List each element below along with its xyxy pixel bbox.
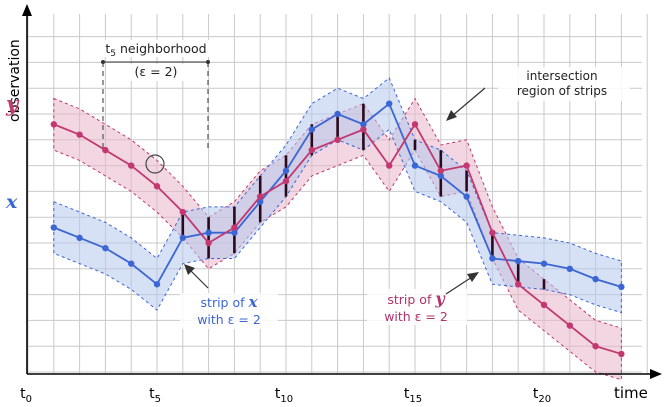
point-x bbox=[540, 260, 548, 267]
strip-y-annotation: strip of y with ε = 2 bbox=[367, 272, 479, 325]
strip-y-label-2: with ε = 2 bbox=[384, 309, 448, 324]
point-x bbox=[282, 167, 290, 174]
point-x bbox=[463, 193, 470, 200]
strip-x-annotation: strip of x with ε = 2 bbox=[180, 264, 278, 329]
point-y bbox=[540, 301, 548, 309]
neighborhood-annotation: t5 neighborhood (ε = 2) bbox=[96, 40, 216, 174]
axes bbox=[22, 4, 662, 379]
point-x bbox=[76, 234, 83, 242]
point-y bbox=[50, 121, 57, 128]
strip-x-label-2: with ε = 2 bbox=[197, 312, 261, 327]
point-x bbox=[566, 265, 573, 272]
point-x bbox=[50, 224, 57, 231]
point-y bbox=[179, 208, 186, 216]
point-y bbox=[102, 146, 109, 154]
point-x bbox=[308, 126, 315, 133]
svg-text:strip of y: strip of y bbox=[387, 289, 446, 308]
x-axis-arrow bbox=[650, 369, 662, 379]
point-x bbox=[386, 100, 393, 107]
point-y bbox=[411, 121, 419, 128]
point-y bbox=[566, 322, 573, 329]
point-y bbox=[308, 146, 315, 154]
x-tick-labels: t0 t5 t10 t15 t20 bbox=[20, 386, 551, 405]
point-y bbox=[153, 183, 161, 190]
point-x bbox=[153, 281, 161, 288]
highlight-circle bbox=[145, 154, 165, 174]
point-x bbox=[128, 260, 135, 267]
point-x bbox=[102, 244, 109, 252]
point-x bbox=[179, 234, 186, 242]
point-x bbox=[618, 283, 625, 291]
x-tick-label: t15 bbox=[404, 386, 422, 405]
x-tick-label: t5 bbox=[149, 386, 161, 405]
point-x bbox=[515, 257, 522, 265]
neighborhood-epsilon: (ε = 2) bbox=[135, 64, 178, 79]
point-y bbox=[489, 229, 496, 236]
intersection-annotation: intersection region of strips bbox=[446, 67, 630, 121]
point-x bbox=[360, 121, 367, 128]
strips bbox=[53, 77, 622, 381]
point-y bbox=[437, 167, 444, 174]
point-x bbox=[231, 229, 238, 236]
intersection-label-2: region of strips bbox=[517, 84, 607, 98]
point-x bbox=[489, 255, 496, 262]
point-y bbox=[515, 281, 522, 288]
point-y bbox=[257, 193, 264, 200]
intersection-label-1: intersection bbox=[526, 69, 597, 83]
x-tick-label: t0 bbox=[20, 386, 32, 405]
point-y bbox=[128, 162, 135, 169]
point-x bbox=[411, 162, 419, 169]
x-tick-label: t10 bbox=[275, 386, 293, 405]
point-y bbox=[618, 350, 625, 358]
svg-text:t5 neighborhood: t5 neighborhood bbox=[105, 41, 206, 59]
point-y bbox=[282, 177, 290, 185]
point-y bbox=[360, 126, 367, 133]
point-x bbox=[592, 275, 599, 283]
series-label-x: x bbox=[5, 191, 18, 213]
point-x bbox=[205, 229, 212, 236]
point-y bbox=[76, 131, 83, 138]
strip-x bbox=[53, 77, 622, 314]
x-axis-label: time bbox=[614, 384, 648, 402]
point-y bbox=[334, 136, 341, 143]
series-lines bbox=[50, 100, 625, 358]
point-y bbox=[231, 224, 238, 231]
y-axis-arrow bbox=[22, 4, 32, 16]
point-y bbox=[463, 162, 470, 169]
point-x bbox=[334, 110, 341, 118]
strip-x-label-1: strip of bbox=[201, 295, 249, 310]
point-y bbox=[592, 343, 599, 350]
point-y bbox=[205, 239, 212, 247]
svg-text:strip of x: strip of x bbox=[201, 293, 259, 311]
strip-y-label-1: strip of bbox=[387, 292, 435, 307]
point-x bbox=[257, 198, 264, 205]
y-axis-label: observation bbox=[7, 39, 23, 122]
x-tick-label: t20 bbox=[533, 386, 551, 405]
point-y bbox=[386, 162, 393, 169]
neighborhood-title: t bbox=[105, 41, 110, 56]
point-x bbox=[437, 172, 444, 180]
series-label-y: y bbox=[5, 91, 20, 116]
